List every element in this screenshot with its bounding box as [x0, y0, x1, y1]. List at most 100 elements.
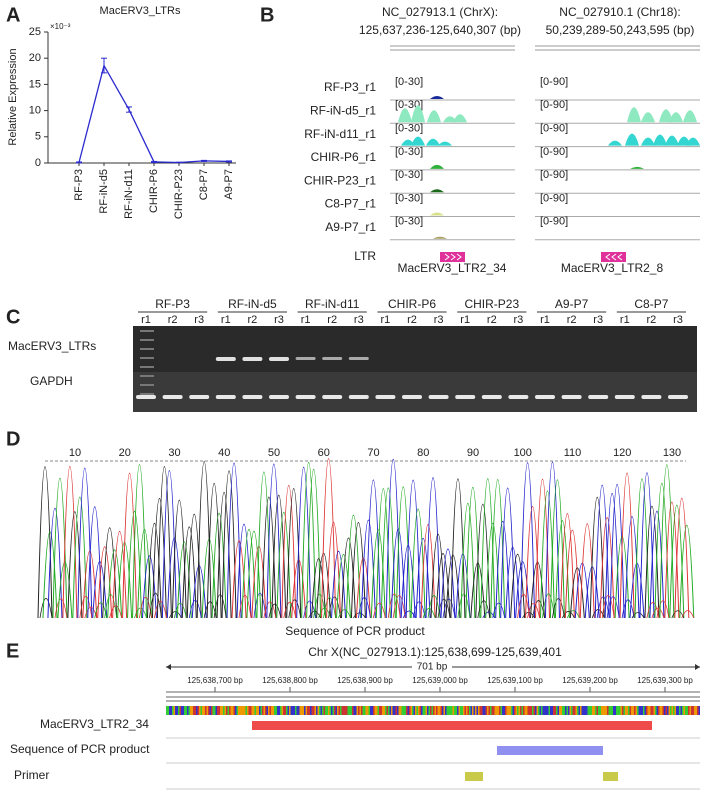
sequence-base	[496, 706, 498, 715]
trace-noise	[188, 599, 202, 619]
sequence-base	[265, 706, 267, 715]
trace-noise	[517, 594, 530, 619]
sequence-base	[434, 706, 436, 715]
sequence-base	[383, 706, 385, 715]
gapdh-band	[189, 395, 210, 399]
sequence-base	[185, 706, 187, 715]
sequence-base	[598, 706, 600, 715]
gapdh-band	[136, 395, 156, 399]
trace-peak	[664, 501, 680, 619]
sequence-base	[236, 706, 238, 715]
sequence-base	[619, 706, 621, 715]
trace-peak	[510, 553, 526, 619]
ltr-arrow	[611, 253, 617, 261]
track-scale: [0-30]	[395, 123, 423, 135]
sequence-base	[407, 706, 409, 715]
sequence-base	[365, 706, 367, 715]
sequence-base	[677, 706, 679, 715]
trace-peak	[301, 462, 317, 619]
sequence-base	[296, 706, 298, 715]
gel-image	[133, 372, 697, 412]
sequence-base	[416, 706, 418, 715]
base-tick-label: 40	[218, 447, 230, 459]
sequence-base	[443, 706, 445, 715]
trace-noise	[656, 600, 670, 619]
base-tick-label: 120	[613, 447, 631, 459]
sequence-base	[484, 706, 486, 715]
trace-peak	[375, 488, 391, 619]
error-bar	[226, 160, 232, 163]
sequence-base	[625, 706, 627, 715]
sequence-base	[532, 706, 534, 715]
sequence-base	[674, 706, 676, 715]
sequence-base	[415, 706, 417, 715]
sequence-base	[187, 706, 189, 715]
sequence-base	[359, 706, 361, 715]
track-signal	[659, 109, 673, 123]
sequence-base	[476, 706, 478, 715]
trace-peak	[112, 530, 128, 619]
gel-replicate: r3	[593, 314, 603, 326]
sequence-base	[394, 706, 396, 715]
error-bar	[151, 160, 157, 163]
track-signal	[426, 138, 440, 146]
gapdh-band	[508, 395, 529, 399]
sequence-base	[289, 706, 291, 715]
sequence-base	[176, 706, 178, 715]
trace-peak	[181, 526, 197, 619]
trace-noise	[552, 598, 565, 619]
base-tick-label: 10	[69, 447, 81, 459]
sequence-base	[493, 706, 495, 715]
trace-peak	[405, 479, 421, 619]
gel-row: GAPDH	[30, 374, 73, 388]
sequence-base	[583, 706, 585, 715]
sequence-base	[548, 706, 550, 715]
sequence-base	[412, 706, 414, 715]
sequence-base	[238, 706, 240, 715]
error-bar	[126, 106, 132, 113]
trace-peak	[326, 522, 342, 619]
sequence-base	[680, 706, 682, 715]
sequence-base	[542, 706, 544, 715]
sequence-base	[452, 706, 454, 715]
sequence-base	[518, 706, 520, 715]
sequence-base	[556, 706, 558, 715]
sequence-base	[482, 706, 484, 715]
sequence-base	[692, 706, 694, 715]
sequence-base	[169, 706, 171, 715]
error-bar	[201, 159, 207, 162]
sequence-base	[479, 706, 481, 715]
trace-noise	[318, 607, 331, 619]
sequence-base	[215, 706, 217, 715]
sequence-base	[446, 706, 448, 715]
sequence-base	[514, 706, 516, 715]
sequence-base	[511, 706, 513, 715]
trace-peak	[72, 497, 88, 619]
browser-row-name: Primer	[14, 768, 49, 782]
trace-noise	[681, 610, 695, 619]
sequence-base	[253, 706, 255, 715]
trace-peak	[644, 505, 660, 619]
sequence-base	[509, 706, 511, 715]
trace-peak	[137, 528, 152, 619]
track-signal	[411, 136, 425, 146]
gel-group: A9-P7	[555, 297, 589, 311]
trace-peak	[146, 523, 162, 619]
trace-noise	[437, 598, 451, 619]
sequence-base	[590, 706, 592, 715]
trace-peak	[231, 540, 247, 619]
sequence-base	[392, 706, 394, 715]
sequence-base	[676, 706, 678, 715]
span-label: 701 bp	[417, 662, 448, 673]
sequence-base	[500, 706, 502, 715]
sequence-base	[695, 706, 697, 715]
sequence-base	[673, 706, 675, 715]
ltr-arrow	[444, 253, 450, 261]
sequence-base	[307, 706, 309, 715]
sequence-base	[337, 706, 339, 715]
sequence-base	[584, 706, 586, 715]
sequence-base	[368, 706, 370, 715]
track-scale: [0-90]	[540, 192, 568, 204]
trace-noise	[288, 599, 302, 619]
browser-feature	[497, 746, 603, 755]
